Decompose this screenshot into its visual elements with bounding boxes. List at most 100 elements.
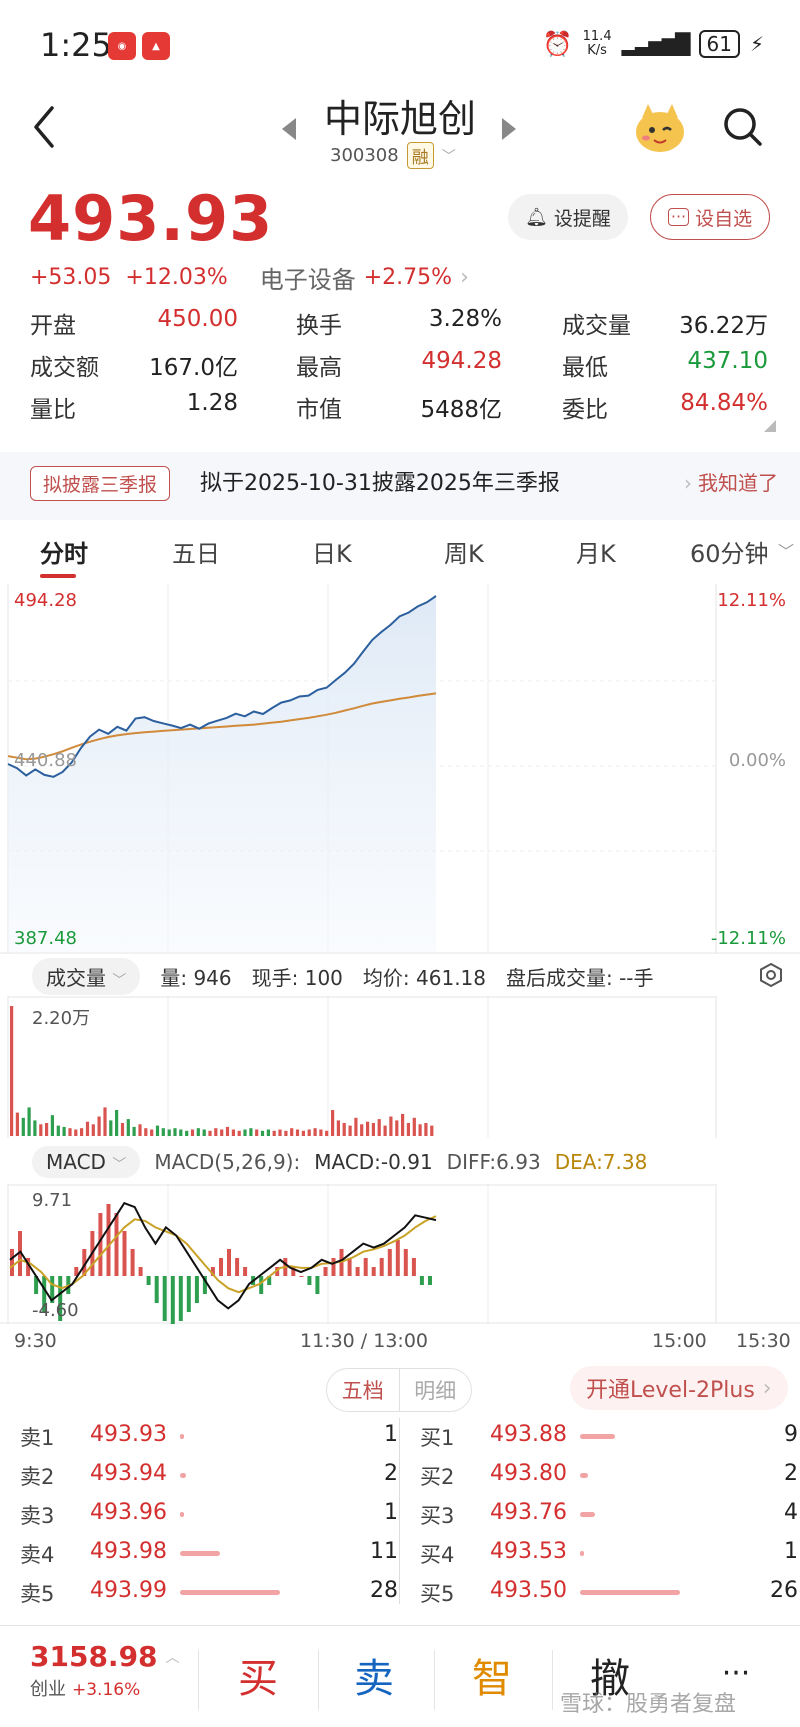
- volume-bar: [307, 1129, 311, 1136]
- buy-button[interactable]: 买: [238, 1656, 278, 1702]
- stat-value: 494.28: [421, 348, 502, 374]
- volume-bar: [138, 1124, 142, 1136]
- macd-hist-bar: [10, 1249, 14, 1276]
- volume-bar: [412, 1117, 416, 1136]
- volume-bar: [336, 1120, 340, 1136]
- macd-hist-bar: [58, 1276, 63, 1321]
- order-level-price: 493.93: [90, 1422, 167, 1447]
- tab-five-levels[interactable]: 五档: [327, 1369, 400, 1411]
- volume-bar: [91, 1124, 95, 1136]
- volume-bar: [80, 1128, 84, 1136]
- volume-value: 量: 946: [160, 966, 232, 990]
- order-level-label: 买5: [420, 1582, 455, 1606]
- set-alert-button[interactable]: 🔔︎ 设提醒: [508, 194, 628, 240]
- stat-label: 最高: [296, 355, 342, 381]
- prev-stock-button[interactable]: [282, 118, 298, 140]
- tab-details[interactable]: 明细: [414, 1379, 457, 1403]
- macd-hist-bar: [371, 1267, 376, 1276]
- chart-tab[interactable]: 五日: [172, 540, 220, 568]
- volume-bar: [27, 1107, 31, 1136]
- volume-bar: [313, 1128, 317, 1136]
- macd-hist-bar: [170, 1276, 175, 1324]
- macd-hist-bar: [146, 1276, 151, 1285]
- macd-chart[interactable]: [0, 1184, 800, 1324]
- macd-hist-bar: [331, 1258, 336, 1276]
- macd-hist-bar: [114, 1213, 119, 1276]
- expand-corner-icon[interactable]: [764, 420, 776, 432]
- volume-max-label: 2.20万: [32, 1008, 91, 1029]
- macd-hist-bar: [122, 1231, 127, 1276]
- disclosure-ack-button[interactable]: › 我知道了: [684, 467, 778, 496]
- current-hand: 现手: 100: [251, 966, 343, 990]
- macd-hist-bar: [210, 1267, 215, 1276]
- macd-hist-bar: [202, 1276, 207, 1294]
- intraday-chart[interactable]: [0, 584, 800, 954]
- volume-bar: [115, 1110, 119, 1136]
- chart-tab[interactable]: 分时: [40, 540, 88, 568]
- index-value: 3158.98: [30, 1640, 158, 1673]
- volume-bar: [150, 1129, 154, 1136]
- volume-bar: [161, 1128, 165, 1136]
- order-level-price: 493.94: [90, 1461, 167, 1486]
- chart-tab[interactable]: 日K: [312, 540, 352, 568]
- app-notification-icon: ◉: [108, 32, 136, 60]
- disclosure-ack-label: 我知道了: [698, 471, 778, 495]
- cancel-order-button[interactable]: 撤: [590, 1656, 630, 1702]
- volume-bar: [144, 1128, 148, 1136]
- macd-hist-bar: [411, 1258, 416, 1276]
- margin-tag: 融: [406, 142, 434, 169]
- add-watchlist-label: 设自选: [695, 207, 753, 230]
- volume-bar: [342, 1123, 346, 1136]
- volume-bar: [190, 1129, 195, 1136]
- smart-button[interactable]: 智: [472, 1656, 512, 1702]
- volume-bar: [68, 1128, 72, 1136]
- volume-indicator-select[interactable]: 成交量 ﹀: [32, 958, 141, 995]
- macd-hist-bar: [194, 1276, 199, 1303]
- order-level-label: 买2: [420, 1465, 455, 1489]
- chart-tab[interactable]: 周K: [444, 540, 484, 568]
- chart-tab[interactable]: 月K: [576, 540, 616, 568]
- more-button[interactable]: ···: [721, 1656, 751, 1691]
- volume-chart[interactable]: [0, 996, 800, 1138]
- chart-tab[interactable]: 60分钟: [690, 540, 769, 568]
- stock-code-row[interactable]: 300308 融 ﹀: [330, 142, 456, 169]
- level2-upgrade-button[interactable]: 开通Level-2Plus ›: [570, 1366, 788, 1410]
- volume-bar: [208, 1130, 212, 1136]
- macd-hist-bar: [299, 1276, 304, 1277]
- sector-link[interactable]: 电子设备 +2.75% ›: [260, 260, 469, 295]
- macd-hist-bar: [267, 1276, 272, 1285]
- price-high-label: 494.28: [14, 590, 77, 611]
- stat-label: 换手: [296, 313, 342, 339]
- macd-hist-bar: [82, 1249, 87, 1276]
- volume-bar: [225, 1126, 230, 1136]
- volume-bar: [295, 1129, 300, 1136]
- macd-hist-bar: [178, 1276, 183, 1321]
- search-icon[interactable]: [722, 106, 764, 148]
- order-level-bar: [580, 1551, 584, 1556]
- sell-button[interactable]: 卖: [354, 1656, 394, 1702]
- macd-hist-bar: [18, 1231, 22, 1276]
- macd-select-label: MACD: [46, 1150, 106, 1174]
- macd-min-label: -4.60: [32, 1300, 79, 1321]
- index-quote[interactable]: 3158.98 ︿ 创业 +3.16%: [30, 1640, 180, 1701]
- alarm-icon: ⏰: [542, 30, 573, 58]
- settings-icon[interactable]: [758, 962, 784, 988]
- next-stock-button[interactable]: [500, 118, 516, 140]
- add-watchlist-button[interactable]: ··· 设自选: [650, 194, 770, 240]
- volume-bar: [185, 1130, 189, 1136]
- macd-indicator-select[interactable]: MACD ﹀: [32, 1146, 141, 1178]
- chevron-up-icon: ︿: [165, 1649, 180, 1666]
- order-book-divider: [399, 1418, 400, 1604]
- volume-bar: [360, 1124, 364, 1136]
- chevron-down-icon: ﹀: [112, 1157, 127, 1173]
- volume-bar: [401, 1113, 405, 1136]
- macd-hist-bar: [379, 1258, 384, 1276]
- stat-label: 委比: [562, 397, 608, 423]
- bottom-trade-bar: [0, 1625, 800, 1727]
- back-button[interactable]: [30, 102, 60, 152]
- mascot-icon[interactable]: [632, 100, 688, 154]
- stat-value: 437.10: [687, 348, 768, 374]
- order-level-volume: 1: [384, 1500, 398, 1525]
- stat-value: 5488亿: [420, 397, 502, 423]
- macd-hist-bar: [243, 1267, 248, 1276]
